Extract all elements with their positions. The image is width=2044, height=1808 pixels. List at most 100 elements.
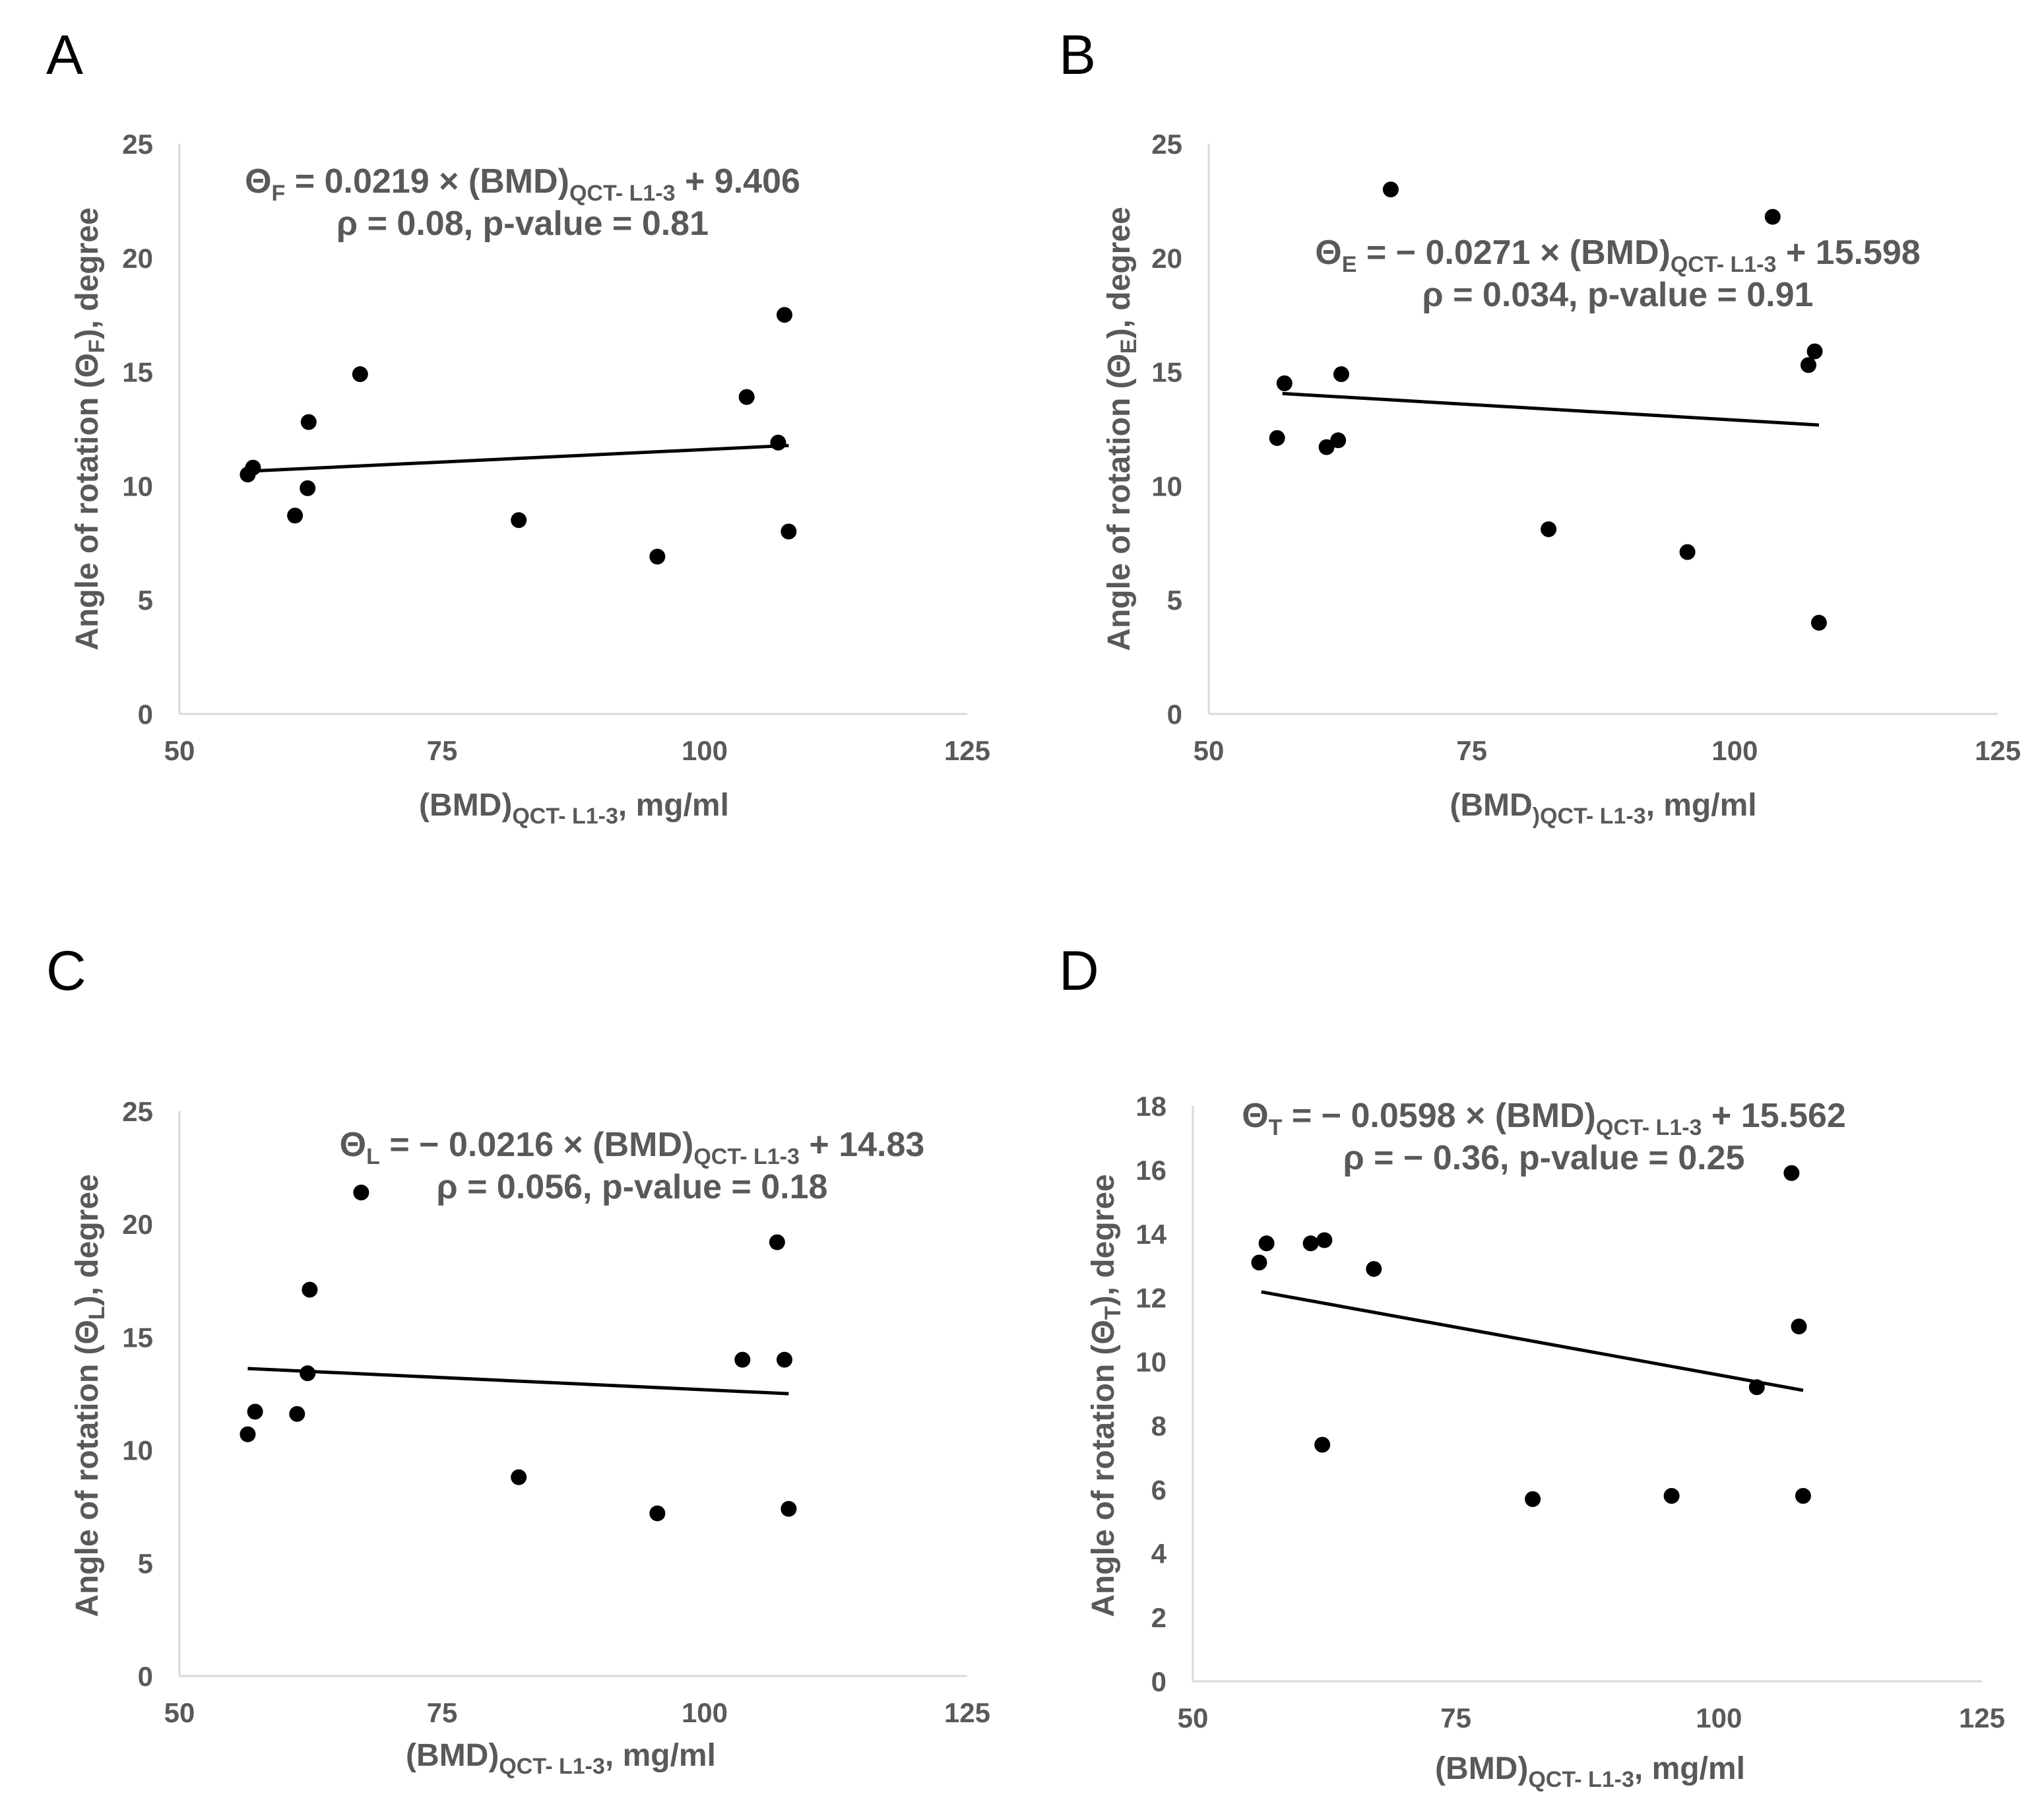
equation-lhs: = − 0.0216 × (BMD) [380,1126,693,1164]
equation-symbol: Θ [245,162,271,201]
correlation-stats: ρ = 0.034, p-value = 0.91 [1422,276,1814,314]
equation-subscript-2: QCT- L1-3 [693,1144,800,1169]
data-point [247,1404,263,1420]
data-point [1795,1488,1811,1504]
x-axis-title-rest: , mg/ml [605,1738,716,1773]
x-tick-label: 75 [427,735,458,766]
y-tick-label: 10 [1135,1347,1166,1378]
data-point [1330,432,1347,449]
y-tick-label: 10 [1151,470,1182,501]
data-point [1366,1261,1382,1277]
data-point [1748,1379,1765,1396]
trendline [1261,1290,1804,1392]
data-point [738,389,755,405]
x-axis-title-subscript: QCT- L1-3 [1528,1767,1634,1792]
y-tick-label: 5 [138,585,153,616]
correlation-stats: ρ = 0.08, p-value = 0.81 [336,205,709,243]
data-point [649,548,666,565]
y-axis-title-end: ), degree [70,207,105,339]
data-point [240,1426,256,1442]
data-point [1679,544,1696,560]
data-point [1316,1232,1333,1248]
x-tick-label: 75 [427,1697,458,1728]
data-point [1269,430,1285,446]
data-point [1800,357,1816,373]
x-tick-label: 100 [1711,735,1758,766]
equation-lhs: = 0.0219 × (BMD) [285,162,569,201]
trendline [1282,391,1820,427]
y-axis-title-subscript: L [84,1306,110,1320]
regression-equation: ΘF = 0.0219 × (BMD)QCT- L1-3 + 9.406 [245,162,800,206]
data-point [1764,209,1781,225]
data-point [1806,343,1823,360]
x-axis-title-subscript: QCT- L1-3 [512,804,618,829]
data-point [1525,1491,1541,1507]
data-point [1810,614,1827,631]
x-tick-label: 125 [1975,735,2021,766]
x-tick-label: 125 [944,1697,990,1728]
y-tick-label: 0 [138,1661,153,1692]
data-point [770,434,786,451]
y-tick-label: 5 [138,1548,153,1579]
y-axis-title: Angle of rotation (ΘT), degree [1086,1174,1126,1617]
y-axis-title-end: ), degree [1086,1174,1121,1306]
x-tick-label: 100 [1696,1702,1742,1733]
data-point [781,523,797,540]
x-axis-title-base: (BMD) [406,1738,499,1773]
equation-lhs: = − 0.0271 × (BMD) [1357,234,1670,272]
y-tick-label: 18 [1135,1091,1166,1122]
equation-subscript-2: QCT- L1-3 [1596,1115,1702,1140]
x-tick-label: 50 [164,735,195,766]
data-point [289,1405,305,1422]
x-axis-title-subscript: QCT- L1-3 [499,1754,605,1779]
x-axis-title-base: (BMD) [1435,1751,1528,1786]
equation-subscript-2: QCT- L1-3 [1671,252,1777,277]
trendline [247,1367,789,1396]
equation-subscript: F [272,181,286,206]
y-tick-label: 20 [1151,243,1182,274]
y-tick-label: 2 [1151,1602,1166,1633]
y-tick-label: 10 [122,470,153,501]
equation-rhs: + 15.562 [1702,1097,1845,1135]
x-axis-title: (BMD)QCT- L1-3, mg/ml [419,788,729,829]
x-axis-title-base: (BMD [1450,788,1532,823]
x-tick-label: 125 [944,735,990,766]
y-tick-label: 20 [122,1209,153,1240]
y-tick-label: 12 [1135,1283,1166,1314]
equation-symbol: Θ [1315,234,1341,272]
equation-subscript-2: QCT- L1-3 [569,181,676,206]
trendline [247,443,789,473]
data-point [300,480,316,496]
x-tick-label: 50 [1178,1702,1209,1733]
y-tick-label: 6 [1151,1474,1166,1505]
data-point [776,307,792,323]
panel-letter: D [1059,940,1099,1002]
data-point [734,1351,751,1368]
data-point [776,1351,792,1368]
equation-lhs: = − 0.0598 × (BMD) [1282,1097,1595,1135]
x-tick-label: 100 [682,735,728,766]
regression-equation: ΘL = − 0.0216 × (BMD)QCT- L1-3 + 14.83 [340,1126,925,1169]
regression-equation: ΘT = − 0.0598 × (BMD)QCT- L1-3 + 15.562 [1242,1097,1846,1140]
correlation-stats: ρ = − 0.36, p-value = 0.25 [1343,1139,1745,1177]
data-point [769,1234,785,1250]
equation-symbol: Θ [1242,1097,1268,1135]
y-axis-title-main: Angle of rotation (Θ [70,1320,105,1617]
regression-equation: ΘE = − 0.0271 × (BMD)QCT- L1-3 + 15.598 [1315,234,1920,277]
x-axis-title-rest: , mg/ml [618,788,729,823]
equation-subscript: E [1342,252,1357,277]
panel-letter: C [46,940,86,1002]
data-point [1382,181,1399,198]
y-tick-label: 25 [122,1096,153,1127]
y-tick-label: 10 [122,1435,153,1466]
correlation-stats: ρ = 0.056, p-value = 0.18 [437,1168,828,1206]
y-axis-title-subscript: F [84,339,110,353]
x-axis-title-base: (BMD) [419,788,512,823]
x-tick-label: 75 [1456,735,1487,766]
y-axis-title-main: Angle of rotation (Θ [1102,354,1137,651]
x-axis-title-rest: , mg/ml [1646,788,1757,823]
y-tick-label: 0 [1151,1666,1166,1697]
data-point [1663,1488,1680,1504]
